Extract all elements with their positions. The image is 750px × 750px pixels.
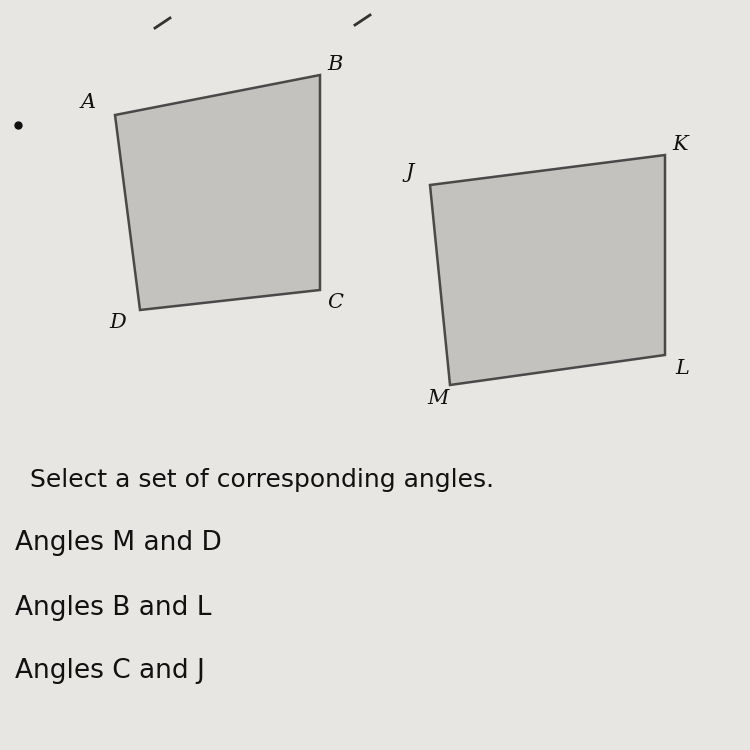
- Text: K: K: [672, 136, 688, 154]
- Text: Angles B and L: Angles B and L: [15, 595, 211, 621]
- Text: L: L: [675, 358, 689, 377]
- Text: C: C: [327, 292, 343, 311]
- Text: B: B: [327, 56, 343, 74]
- Text: Select a set of corresponding angles.: Select a set of corresponding angles.: [30, 468, 494, 492]
- Text: Angles M and D: Angles M and D: [15, 530, 222, 556]
- Polygon shape: [115, 75, 320, 310]
- Polygon shape: [430, 155, 665, 385]
- Text: D: D: [110, 313, 126, 332]
- Text: M: M: [427, 388, 448, 407]
- Text: J: J: [406, 163, 414, 182]
- Text: Angles C and J: Angles C and J: [15, 658, 205, 684]
- Text: A: A: [80, 94, 95, 112]
